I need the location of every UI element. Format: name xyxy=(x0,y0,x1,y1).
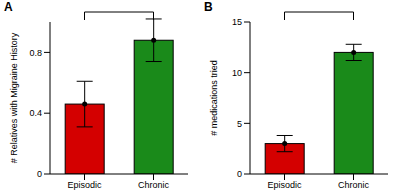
svg-text:0.4: 0.4 xyxy=(29,108,42,118)
svg-text:Chronic: Chronic xyxy=(338,180,370,190)
html-text:B: B xyxy=(204,0,213,14)
svg-text:Episodic: Episodic xyxy=(67,180,102,190)
svg-text:0: 0 xyxy=(237,169,242,179)
svg-text:Chronic: Chronic xyxy=(138,180,170,190)
svg-text:Episodic: Episodic xyxy=(267,180,302,190)
svg-text:15: 15 xyxy=(232,17,242,27)
svg-text:0.8: 0.8 xyxy=(29,48,42,58)
svg-text:10: 10 xyxy=(232,68,242,78)
svg-text:# medications tried: # medications tried xyxy=(209,60,219,136)
svg-text:5: 5 xyxy=(237,119,242,129)
svg-text:# Relatives with Migraine Hist: # Relatives with Migraine History xyxy=(9,32,19,163)
svg-text:0: 0 xyxy=(37,169,42,179)
html-text:A: A xyxy=(4,0,13,14)
